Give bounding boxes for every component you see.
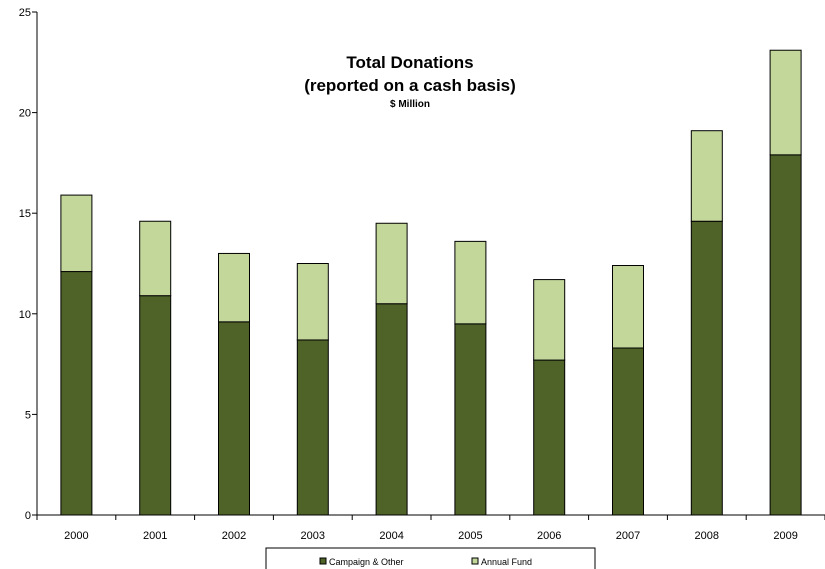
bar-annual-fund	[690, 130, 723, 222]
bar-campaign-other	[375, 303, 408, 516]
x-tick-label: 2009	[773, 530, 797, 542]
bar-campaign-other	[139, 295, 172, 516]
chart-title: Total Donations	[346, 53, 473, 72]
bars	[60, 49, 802, 516]
bar-annual-fund	[454, 240, 487, 325]
bar-annual-fund	[218, 252, 250, 323]
bar-campaign-other	[454, 323, 487, 516]
x-tick-label: 2000	[64, 530, 88, 542]
bar-annual-fund	[60, 194, 93, 273]
y-tick-label: 5	[25, 409, 31, 421]
bar-campaign-other	[690, 220, 723, 516]
bar-annual-fund	[769, 49, 802, 156]
x-tick-label: 2005	[458, 530, 482, 542]
bar-campaign-other	[769, 154, 802, 516]
x-tick-label: 2007	[616, 530, 640, 542]
bar-campaign-other	[296, 339, 329, 516]
bar-annual-fund	[533, 279, 566, 361]
bar-annual-fund	[139, 220, 172, 297]
legend-label-annual-fund: Annual Fund	[481, 557, 532, 567]
tick-labels: 0 5 10 15 20 25 2000 2001 2002 2003 2004 2005 2006 20…	[19, 7, 798, 542]
bar-campaign-other	[218, 321, 250, 516]
x-tick-label: 2004	[379, 530, 403, 542]
x-tick-label: 2008	[695, 530, 719, 542]
x-tick-label: 2006	[537, 530, 561, 542]
bar-campaign-other	[60, 271, 93, 516]
bar-annual-fund	[612, 265, 644, 349]
chart-subtitle: (reported on a cash basis)	[304, 76, 516, 95]
y-tick-label: 0	[25, 510, 31, 522]
y-tick-label: 25	[19, 7, 31, 19]
legend-swatch-campaign-other	[319, 557, 327, 565]
x-tick-label: 2003	[301, 530, 325, 542]
bar-campaign-other	[612, 347, 644, 516]
units-label: $ Million	[390, 99, 430, 110]
legend-swatch-annual-fund	[471, 557, 479, 565]
x-tick-label: 2002	[222, 530, 246, 542]
y-tick-label: 10	[19, 309, 31, 321]
legend: Campaign & Other Annual Fund	[265, 547, 596, 569]
bar-annual-fund	[375, 222, 408, 305]
y-tick-label: 15	[19, 208, 31, 220]
y-tick-label: 20	[19, 108, 31, 120]
legend-box	[265, 547, 596, 569]
x-tick-label: 2001	[143, 530, 167, 542]
legend-label-campaign-other: Campaign & Other	[329, 557, 404, 567]
bar-annual-fund	[296, 263, 329, 341]
bar-campaign-other	[533, 359, 566, 516]
